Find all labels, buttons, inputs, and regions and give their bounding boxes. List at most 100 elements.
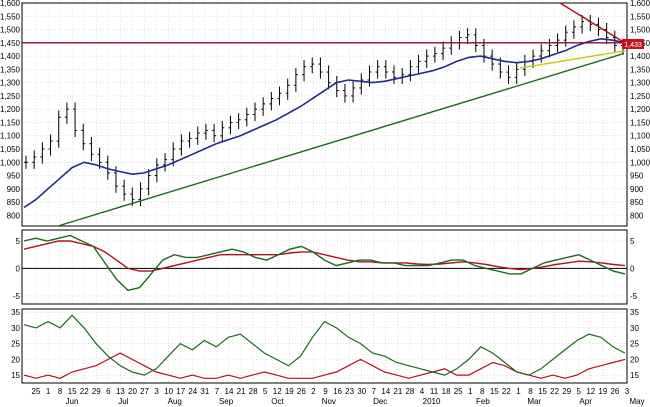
ytick-label-left: 900 <box>7 185 21 194</box>
x-day-label: 18 <box>442 387 451 396</box>
x-day-label: 9 <box>323 387 328 396</box>
x-day-label: 24 <box>188 387 197 396</box>
ytick-label-left: 1,600 <box>0 0 21 8</box>
ytick-label-right: 1,100 <box>630 132 650 141</box>
ytick-label-left: 1,200 <box>0 105 21 114</box>
ytick-label-right: 800 <box>630 211 644 220</box>
x-day-label: 16 <box>333 387 342 396</box>
ytick-label-left: 950 <box>7 172 21 181</box>
ytick-label-left: 0 <box>16 264 21 273</box>
x-month-label: Feb <box>476 397 490 406</box>
x-day-label: 22 <box>550 387 559 396</box>
ytick-label-left: 800 <box>7 211 21 220</box>
x-day-label: 8 <box>528 387 533 396</box>
x-day-label: 22 <box>80 387 89 396</box>
ytick-label-left: 1,100 <box>0 132 21 141</box>
x-month-label: May <box>629 397 644 406</box>
ytick-label-right: 15 <box>630 371 639 380</box>
x-month-label: Nov <box>322 397 336 406</box>
x-day-label: 28 <box>405 387 414 396</box>
ytick-label-right: 1,000 <box>630 158 650 167</box>
macd-panel <box>22 234 627 292</box>
ytick-label-left: 1,050 <box>0 145 21 154</box>
ytick-label-left: 30 <box>11 324 20 333</box>
x-day-label: 8 <box>480 387 485 396</box>
ytick-label-left: 1,450 <box>0 39 21 48</box>
last-price-tag-bg <box>622 39 644 49</box>
x-day-label: 1 <box>468 387 473 396</box>
price-panel <box>22 2 628 227</box>
panel-frame-macd <box>21 229 628 305</box>
x-month-label: Mar <box>527 397 541 406</box>
ytick-label-right: 1,500 <box>630 26 650 35</box>
x-day-label: 14 <box>381 387 390 396</box>
ytick-label-left: 1,400 <box>0 52 21 61</box>
x-day-label: 29 <box>562 387 571 396</box>
ytick-label-right: 1,250 <box>630 92 650 101</box>
ytick-label-right: 0 <box>630 264 635 273</box>
x-day-label: 12 <box>586 387 595 396</box>
x-day-label: 1 <box>46 387 51 396</box>
x-month-label: Sep <box>219 397 234 406</box>
x-day-label: 17 <box>176 387 185 396</box>
ytick-label-left: 850 <box>7 198 21 207</box>
ytick-label-left: 1,250 <box>0 92 21 101</box>
ytick-label-left: 25 <box>11 340 20 349</box>
dmi-panel <box>23 314 626 379</box>
macd-signal-line <box>23 240 626 272</box>
x-day-label: 26 <box>297 387 306 396</box>
last-price-tag: 1,433 <box>622 39 644 49</box>
x-month-label: 2010 <box>423 397 441 406</box>
x-month-label: Apr <box>579 397 592 406</box>
x-day-label: 11 <box>430 387 439 396</box>
x-day-label: 28 <box>249 387 258 396</box>
x-day-label: 29 <box>92 387 101 396</box>
ytick-label-left: 20 <box>11 355 20 364</box>
x-day-label: 7 <box>371 387 376 396</box>
ytick-label-left: 1,150 <box>0 118 21 127</box>
ytick-label-right: 1,600 <box>630 0 650 8</box>
x-day-label: 7 <box>215 387 220 396</box>
x-day-label: 15 <box>490 387 499 396</box>
ytick-label-right: 1,200 <box>630 105 650 114</box>
ytick-label-right: 25 <box>630 340 639 349</box>
ytick-label-right: 20 <box>630 355 639 364</box>
ytick-label-right: -5 <box>630 292 638 301</box>
grid-lines <box>22 2 628 383</box>
ytick-label-left: -5 <box>13 292 21 301</box>
ytick-label-right: 1,050 <box>630 145 650 154</box>
x-day-label: 22 <box>502 387 511 396</box>
x-day-label: 8 <box>58 387 63 396</box>
ytick-label-right: 950 <box>630 172 644 181</box>
x-day-label: 25 <box>32 387 41 396</box>
ytick-label-left: 1,300 <box>0 79 21 88</box>
x-day-label: 21 <box>393 387 402 396</box>
ytick-label-right: 5 <box>630 237 635 246</box>
x-day-label: 15 <box>538 387 547 396</box>
ytick-label-right: 1,400 <box>630 52 650 61</box>
ytick-label-left: 1,550 <box>0 12 21 21</box>
x-day-label: 26 <box>610 387 619 396</box>
x-day-label: 27 <box>140 387 149 396</box>
red-trendline <box>559 2 628 45</box>
x-day-label: 12 <box>273 387 282 396</box>
x-day-label: 14 <box>225 387 234 396</box>
x-day-label: 1 <box>516 387 521 396</box>
ytick-label-right: 1,550 <box>630 12 650 21</box>
ytick-label-right: 1,300 <box>630 79 650 88</box>
ytick-label-left: 5 <box>16 237 21 246</box>
x-day-label: 20 <box>128 387 137 396</box>
ytick-label-right: 30 <box>630 324 639 333</box>
panel-frame-dmi <box>21 308 628 384</box>
x-day-label: 30 <box>357 387 366 396</box>
x-month-label: Jun <box>66 397 79 406</box>
x-month-label: Dec <box>373 397 387 406</box>
x-day-label: 2 <box>311 387 316 396</box>
x-day-label: 23 <box>345 387 354 396</box>
ytick-label-right: 35 <box>630 308 639 317</box>
macd-line <box>23 234 626 292</box>
x-day-label: 25 <box>454 387 463 396</box>
